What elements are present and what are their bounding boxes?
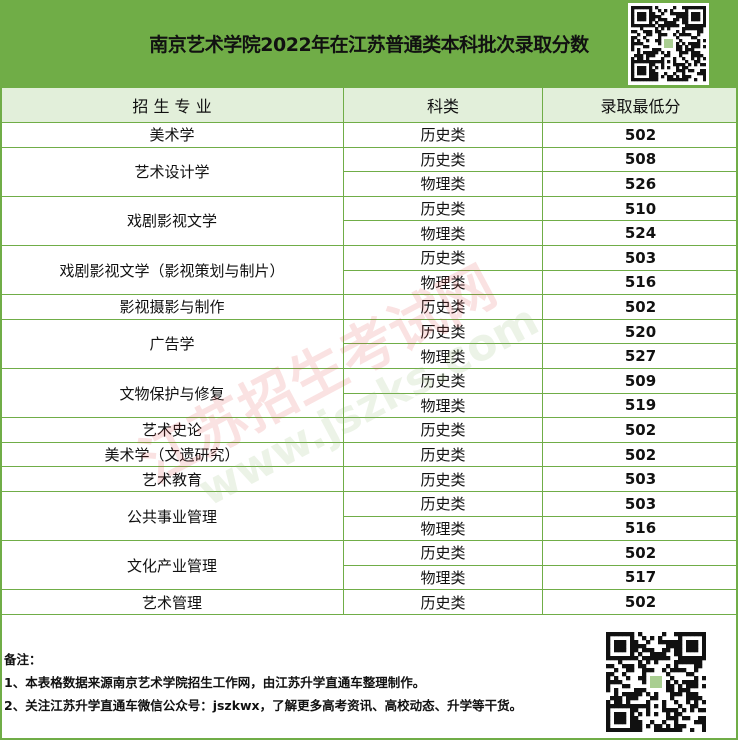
score-cell: 503 [542, 244, 738, 271]
table-row: 艺术设计学 历史类 508 [0, 146, 738, 197]
column-header-type: 科类 [343, 87, 543, 123]
note-item: 2、关注江苏升学直通车微信公众号：jszkwx，了解更多高考资讯、高校动态、升学… [4, 698, 523, 713]
score-table: 招 生 专 业 科类 录取最低分 美术学 历史类 502 艺术设计学 历史类 508 物理类… [0, 87, 738, 615]
table-row: 艺术教育 历史类 503 [0, 466, 738, 492]
type-cell: 历史类 [343, 441, 543, 468]
page-title: 南京艺术学院2022年在江苏普通类本科批次录取分数 [149, 34, 589, 56]
score-cell: 502 [542, 441, 738, 468]
type-cell: 历史类 [343, 146, 543, 173]
score-cell: 516 [542, 515, 738, 542]
qr-code-bottom [606, 632, 706, 732]
major-cell: 戏剧影视文学（影视策划与制片） [0, 244, 344, 296]
major-cell: 文物保护与修复 [0, 367, 344, 419]
type-cell: 历史类 [343, 589, 543, 615]
note-item: 1、本表格数据来源南京艺术学院招生工作网，由江苏升学直通车整理制作。 [4, 675, 426, 690]
table-row: 戏剧影视文学（影视策划与制片） 历史类 503 [0, 244, 738, 296]
score-cell: 508 [542, 146, 738, 173]
column-header-major: 招 生 专 业 [0, 87, 344, 123]
major-cell: 艺术管理 [0, 589, 344, 615]
score-cell: 526 [542, 171, 738, 197]
type-cell: 物理类 [343, 269, 543, 296]
score-cell: 510 [542, 195, 738, 222]
score-cell: 502 [542, 589, 738, 615]
table-row: 物理类 516 [1, 269, 738, 296]
score-cell: 519 [542, 392, 738, 419]
table-row: 戏剧影视文学 历史类 510 [0, 195, 738, 246]
major-cell: 艺术教育 [0, 466, 344, 492]
major-cell: 广告学 [0, 318, 344, 369]
type-cell: 物理类 [343, 220, 543, 246]
major-cell: 艺术设计学 [0, 146, 344, 197]
table-row: 物理类 517 [1, 564, 738, 591]
score-cell: 509 [542, 367, 738, 394]
qr-code-top [628, 3, 709, 85]
title-banner: 南京艺术学院2022年在江苏普通类本科批次录取分数 [0, 0, 738, 87]
table-row: 文物保护与修复 历史类 509 [0, 367, 738, 419]
score-cell: 517 [542, 564, 738, 591]
table-header-row: 招 生 专 业 科类 录取最低分 [0, 87, 738, 123]
table-row: 艺术史论 历史类 502 [0, 417, 738, 443]
type-cell: 历史类 [343, 318, 543, 345]
score-cell: 502 [542, 540, 738, 566]
major-cell: 文化产业管理 [0, 540, 344, 591]
type-cell: 历史类 [343, 417, 543, 443]
notes: 备注： 1、本表格数据来源南京艺术学院招生工作网，由江苏升学直通车整理制作。 2… [4, 648, 522, 717]
score-cell: 502 [542, 294, 738, 320]
table-row: 物理类 516 [1, 515, 738, 542]
type-cell: 物理类 [343, 564, 543, 591]
type-cell: 物理类 [343, 343, 543, 369]
table-row: 物理类 527 [1, 343, 738, 369]
table-row: 物理类 519 [1, 392, 738, 419]
table-row: 艺术管理 历史类 502 [0, 589, 738, 615]
score-cell: 516 [542, 269, 738, 296]
column-header-score: 录取最低分 [542, 87, 738, 123]
major-cell: 艺术史论 [0, 417, 344, 443]
table-row: 文化产业管理 历史类 502 [0, 540, 738, 591]
score-cell: 502 [542, 417, 738, 443]
major-cell: 戏剧影视文学 [0, 195, 344, 246]
type-cell: 物理类 [343, 515, 543, 542]
score-cell: 527 [542, 343, 738, 369]
notes-heading: 备注： [4, 652, 42, 667]
type-cell: 历史类 [343, 367, 543, 394]
table-row: 物理类 524 [1, 220, 738, 246]
